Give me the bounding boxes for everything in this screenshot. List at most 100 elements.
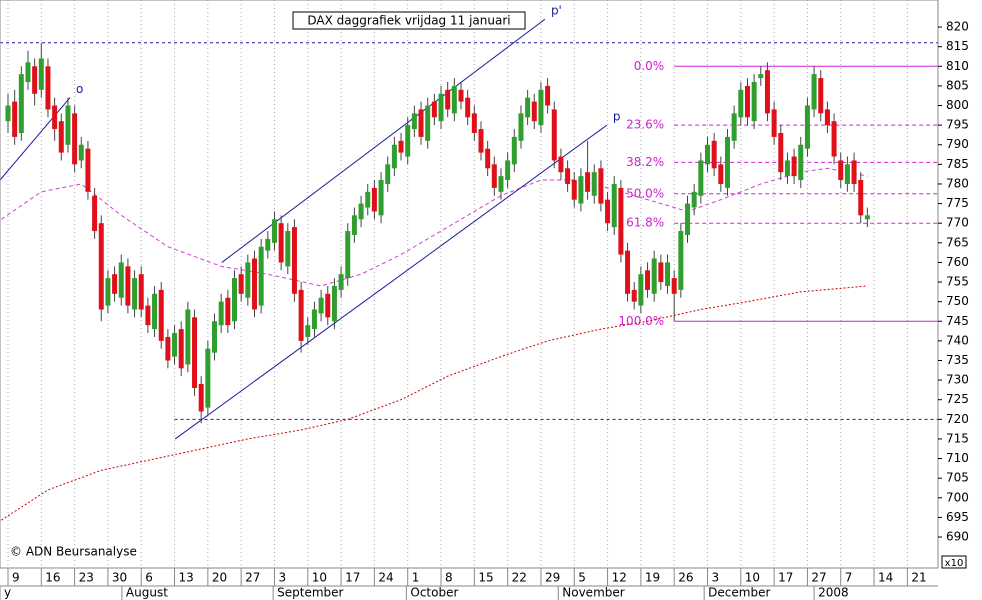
candle-body	[784, 160, 790, 177]
month-label: December	[708, 586, 770, 600]
candle-body	[731, 113, 737, 141]
x-tick-label: 6	[145, 571, 153, 585]
candle-body	[418, 109, 424, 137]
title-box	[292, 11, 526, 30]
candle-body	[778, 132, 784, 173]
y-tick-label: 765	[946, 235, 969, 249]
candle-body	[531, 101, 537, 122]
candle-body	[698, 160, 704, 196]
candle-body	[838, 160, 844, 181]
candle-body	[92, 195, 98, 232]
x-tick-label: 3	[278, 571, 286, 585]
candle-body	[98, 223, 104, 310]
candle-body	[465, 97, 471, 118]
month-label: 2008	[818, 586, 849, 600]
candle-body	[545, 85, 551, 106]
candle-body	[485, 148, 491, 169]
candle-body	[145, 305, 151, 326]
candle-body	[638, 274, 644, 306]
candle-body	[132, 278, 138, 310]
candle-body	[85, 148, 91, 192]
candle-body	[671, 278, 677, 294]
trendline	[0, 97, 71, 181]
fib-label: 0.0%	[634, 59, 665, 73]
candle-body	[678, 231, 684, 290]
candle-body	[798, 144, 804, 181]
candle-body	[325, 293, 331, 318]
candle-body	[192, 317, 198, 388]
candle-body	[511, 136, 517, 165]
x-tick-label: 10	[745, 571, 760, 585]
y-tick-label: 785	[946, 157, 969, 171]
candle-body	[751, 81, 757, 122]
plot-frame	[0, 0, 939, 569]
y-tick-label: 820	[946, 20, 969, 34]
candle-body	[52, 105, 58, 130]
trendline	[174, 124, 608, 440]
candle-body	[405, 125, 411, 157]
candle-body	[718, 164, 724, 184]
candle-body	[218, 301, 224, 326]
candle-body	[112, 274, 118, 294]
y-tick-label: 710	[946, 451, 969, 465]
candle-body	[331, 285, 337, 322]
month-label: August	[126, 586, 168, 600]
x-tick-label: 17	[778, 571, 793, 585]
candle-body	[724, 136, 730, 188]
candle-body	[298, 289, 304, 341]
x-tick-label: 20	[212, 571, 227, 585]
month-label: y	[4, 586, 11, 600]
candle-body	[551, 109, 557, 161]
candle-body	[18, 74, 24, 133]
candle-body	[125, 266, 131, 306]
candle-body	[38, 58, 44, 90]
candle-body	[858, 180, 864, 216]
fib-label: 38.2%	[626, 155, 664, 169]
candle-body	[338, 274, 344, 290]
candle-body	[25, 62, 31, 82]
y-tick-label: 740	[946, 333, 969, 347]
candle-body	[518, 113, 524, 141]
scale-label: x10	[945, 558, 964, 569]
candle-body	[711, 140, 717, 169]
candle-body	[525, 97, 531, 118]
candle-body	[691, 191, 697, 208]
month-label: November	[562, 586, 624, 600]
x-tick-label: 21	[911, 571, 926, 585]
candle-body	[445, 89, 451, 110]
x-tick-label: 23	[79, 571, 94, 585]
candle-body	[864, 215, 870, 220]
candle-body	[631, 289, 637, 302]
candle-body	[625, 250, 631, 294]
candle-body	[571, 180, 577, 200]
candle-body	[425, 105, 431, 141]
x-tick-label: 3	[711, 571, 719, 585]
x-tick-label: 27	[811, 571, 826, 585]
candle-body	[558, 156, 564, 173]
moving-average	[1, 285, 868, 521]
candle-body	[291, 227, 297, 294]
trendline-label: o	[76, 82, 83, 96]
candle-body	[618, 187, 624, 255]
x-tick-label: 5	[578, 571, 586, 585]
fib-label: 50.0%	[626, 186, 664, 200]
candle-body	[358, 203, 364, 220]
y-tick-label: 735	[946, 353, 969, 367]
x-tick-label: 24	[378, 571, 393, 585]
x-tick-label: 12	[612, 571, 627, 585]
candle-body	[238, 274, 244, 294]
y-tick-label: 770	[946, 216, 969, 230]
x-tick-label: 10	[312, 571, 327, 585]
candle-body	[538, 89, 544, 126]
x-tick-label: 8	[445, 571, 453, 585]
candle-body	[152, 293, 158, 330]
candle-body	[438, 93, 444, 122]
candle-body	[458, 89, 464, 102]
candle-body	[491, 164, 497, 188]
candle-body	[658, 262, 664, 283]
y-tick-label: 690	[946, 530, 969, 544]
candle-body	[804, 105, 810, 149]
candle-body	[471, 113, 477, 133]
